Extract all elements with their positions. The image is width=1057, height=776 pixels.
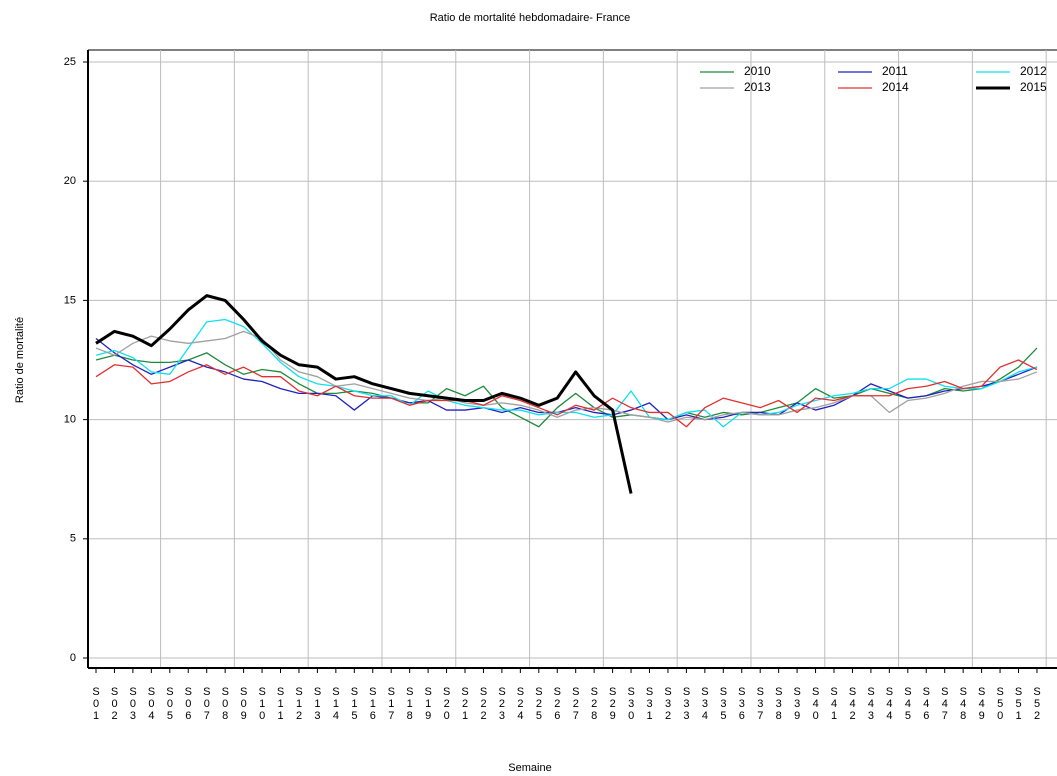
x-tick-label: S05 [164, 686, 176, 722]
y-tick-label: 20 [64, 175, 76, 187]
x-tick-label: S01 [90, 686, 102, 722]
x-tick-label: S20 [441, 686, 453, 722]
x-tick-label: S41 [828, 686, 840, 722]
legend-label: 2010 [744, 64, 771, 78]
y-axis-label: Ratio de mortalité [14, 317, 26, 403]
x-tick-label: S17 [385, 686, 397, 722]
x-tick-label: S22 [478, 686, 490, 722]
x-tick-label: S29 [607, 686, 619, 722]
series-line [95, 338, 1038, 421]
x-tick-label: S46 [920, 686, 932, 722]
legend-label: 2012 [1020, 64, 1047, 78]
x-tick-label: S03 [127, 686, 139, 722]
x-tick-label: S08 [219, 686, 231, 722]
x-tick-label: S13 [311, 686, 323, 722]
x-tick-label: S24 [514, 686, 526, 722]
y-tick-label: 5 [70, 533, 76, 545]
x-tick-label: S49 [976, 686, 988, 722]
x-tick-label: S10 [256, 686, 268, 722]
x-tick-label: S32 [662, 686, 674, 722]
x-tick-label: S02 [109, 686, 121, 722]
series-line [95, 330, 1038, 423]
x-axis-label: Semaine [508, 762, 551, 774]
x-tick-label: S25 [533, 686, 545, 722]
x-tick-label: S14 [330, 686, 342, 722]
x-tick-label: S23 [496, 686, 508, 722]
x-tick-label: S37 [754, 686, 766, 722]
x-tick-label: S52 [1031, 686, 1043, 722]
x-tick-label: S40 [810, 686, 822, 722]
x-tick-label: S26 [551, 686, 563, 722]
x-tick-label: S51 [1013, 686, 1025, 722]
x-tick-label: S06 [182, 686, 194, 722]
x-tick-label: S44 [883, 686, 895, 722]
chart-title: Ratio de mortalité hebdomadaire- France [430, 12, 631, 24]
x-tick-label: S31 [644, 686, 656, 722]
x-tick-label: S04 [145, 686, 157, 722]
y-tick-label: 0 [70, 652, 76, 664]
x-tick-label: S39 [791, 686, 803, 722]
y-tick-label: 15 [64, 294, 76, 306]
legend-label: 2015 [1020, 80, 1047, 94]
x-tick-label: S34 [699, 686, 711, 722]
x-tick-label: S27 [570, 686, 582, 722]
x-tick-label: S35 [717, 686, 729, 722]
x-tick-label: S11 [275, 686, 287, 722]
x-tick-label: S33 [680, 686, 692, 722]
x-tick-label: S12 [293, 686, 305, 722]
x-tick-label: S43 [865, 686, 877, 722]
x-tick-label: S09 [238, 686, 250, 722]
x-tick-label: S38 [773, 686, 785, 722]
x-tick-label: S48 [957, 686, 969, 722]
x-tick-label: S15 [348, 686, 360, 722]
legend-label: 2013 [744, 80, 771, 94]
x-tick-label: S36 [736, 686, 748, 722]
series-line [95, 359, 1038, 428]
y-tick-label: 10 [64, 414, 76, 426]
x-tick-label: S16 [367, 686, 379, 722]
y-tick-label: 25 [64, 56, 76, 68]
x-tick-label: S47 [939, 686, 951, 722]
x-tick-label: S50 [994, 686, 1006, 722]
x-tick-label: S18 [404, 686, 416, 722]
legend-label: 2014 [882, 80, 909, 94]
x-tick-label: S21 [459, 686, 471, 722]
x-tick-label: S45 [902, 686, 914, 722]
x-tick-label: S30 [625, 686, 637, 722]
legend-label: 2011 [882, 64, 908, 78]
x-tick-label: S42 [847, 686, 859, 722]
x-tick-label: S28 [588, 686, 600, 722]
series-line [95, 294, 633, 494]
x-tick-label: S19 [422, 686, 434, 722]
x-tick-label: S07 [201, 686, 213, 722]
